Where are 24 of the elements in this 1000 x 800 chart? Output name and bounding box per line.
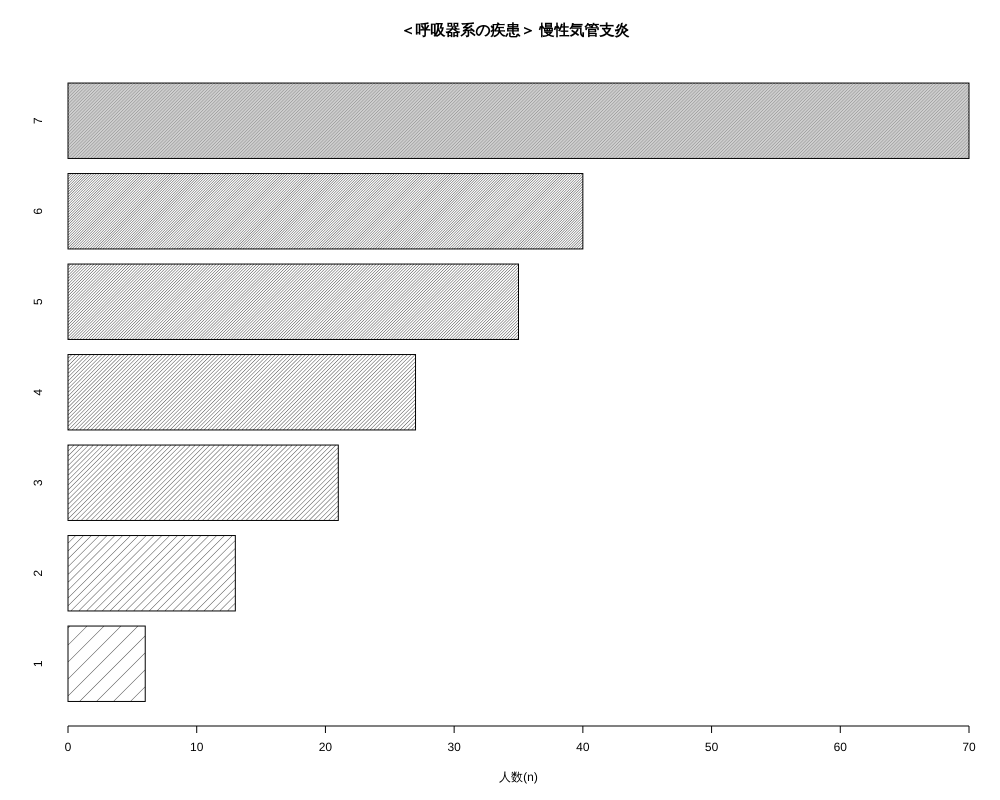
bar (68, 82, 970, 159)
bar (68, 173, 584, 250)
x-tick-label: 20 (318, 740, 332, 754)
x-tick-label: 0 (64, 740, 72, 754)
y-tick-label: 5 (31, 298, 45, 306)
chart-title: ＜呼吸器系の疾患＞ 慢性気管支炎 (400, 22, 630, 39)
y-tick-label: 1 (31, 660, 45, 668)
x-tick-label: 10 (190, 740, 204, 754)
x-tick-label: 70 (962, 740, 976, 754)
x-tick-label: 30 (447, 740, 462, 754)
bar (68, 626, 146, 702)
bar (68, 354, 416, 430)
y-tick-label: 3 (31, 479, 45, 486)
x-axis-title: 人数(n) (499, 770, 538, 784)
y-tick-label: 7 (31, 117, 45, 124)
bar (68, 444, 339, 521)
bar (68, 264, 519, 340)
bar (68, 535, 236, 612)
y-tick-label: 4 (31, 388, 45, 396)
y-tick-label: 2 (31, 570, 45, 577)
x-tick-label: 50 (704, 740, 719, 754)
x-tick-label: 40 (576, 740, 590, 754)
x-tick-label: 60 (834, 740, 848, 754)
y-tick-label: 6 (31, 208, 45, 215)
